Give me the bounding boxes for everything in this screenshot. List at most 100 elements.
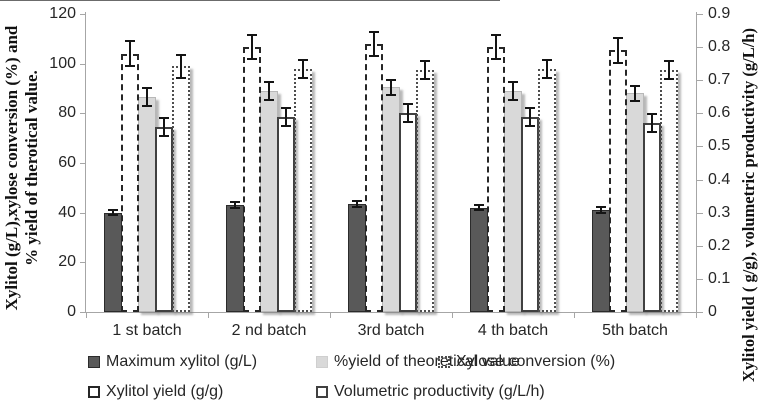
x-axis-tick	[574, 312, 575, 318]
left-axis-tick	[80, 63, 86, 65]
error-bar-line	[495, 33, 497, 61]
bar-solid-dark	[226, 205, 244, 312]
left-axis-tick	[80, 262, 86, 264]
figure-top-border-artifact	[0, 0, 500, 1]
bar-dotted-outline	[660, 69, 678, 312]
left-axis-tick-label: 100	[49, 54, 76, 72]
bar-solid-dark	[348, 203, 366, 312]
legend-label: Xylitol yield (g/g)	[106, 383, 224, 400]
left-axis-line	[85, 12, 86, 312]
bar-solid-outline	[155, 126, 173, 312]
error-bar	[525, 106, 535, 127]
error-bar-line	[651, 113, 653, 134]
left-axis-tick	[80, 163, 86, 164]
bar-solid-light	[138, 97, 156, 312]
bar-solid-outline	[277, 116, 295, 312]
right-axis-tick	[697, 278, 703, 280]
error-bar-line	[112, 208, 114, 217]
bar-dotted-outline	[416, 69, 434, 312]
error-bar	[264, 81, 274, 101]
error-bar	[230, 201, 240, 209]
legend-swatch-dashed-outline	[88, 386, 100, 398]
right-axis-tick-label: 0.2	[708, 236, 731, 254]
legend-item: %yield of theoretical value	[316, 353, 520, 371]
error-bar	[125, 40, 135, 67]
error-bar-line	[546, 58, 548, 79]
right-axis-tick	[697, 146, 703, 148]
error-bar	[108, 208, 118, 217]
legend-label: %yield of theoretical value	[334, 353, 520, 370]
right-axis-tick	[697, 245, 703, 247]
legend-label: Maximum xylitol (g/L)	[106, 353, 258, 370]
right-axis-tick-label: 0.4	[708, 170, 731, 188]
error-bar	[613, 37, 623, 64]
error-bar-line	[356, 200, 358, 208]
right-axis-tick	[697, 14, 703, 15]
x-axis-tick	[452, 312, 453, 318]
error-bar	[647, 113, 657, 134]
left-axis-tick	[80, 312, 86, 313]
bar-dashed-outline	[365, 43, 383, 312]
error-bar	[247, 33, 257, 61]
right-axis-tick-label: 0.8	[708, 38, 731, 56]
bar-solid-light	[260, 90, 278, 312]
error-bar-line	[634, 84, 636, 103]
x-tick-label: 4 th batch	[477, 322, 549, 339]
left-axis-tick-label: 60	[58, 154, 76, 171]
error-bar-line	[234, 201, 236, 209]
error-bar	[298, 58, 308, 79]
x-axis-tick	[86, 312, 87, 318]
error-bar	[403, 103, 413, 124]
legend-swatch-dotted-outline	[438, 356, 450, 368]
legend-label: Volumetric productivity (g/L/h)	[334, 383, 545, 400]
right-axis-tick-label: 0.7	[708, 71, 731, 89]
right-axis-tick	[697, 179, 703, 181]
right-axis-tick-label: 0.5	[708, 137, 731, 155]
bar-dotted-outline	[172, 66, 190, 312]
error-bar	[386, 78, 396, 96]
right-axis-tick	[697, 212, 703, 214]
left-axis-tick	[80, 212, 86, 214]
left-axis-title-line1: Xylitol (g/L),xylose conversion (%) and	[2, 25, 21, 311]
bar-dashed-outline	[121, 53, 139, 312]
x-axis-tick	[696, 312, 697, 318]
right-axis-title: Xylitol yield ( g/g), volumetric product…	[739, 28, 758, 382]
error-bar-line	[407, 103, 409, 124]
error-bar-line	[146, 87, 148, 108]
error-bar-line	[478, 203, 480, 212]
error-bar	[369, 30, 379, 58]
x-axis-line	[80, 312, 702, 313]
error-bar	[176, 53, 186, 79]
error-bar	[630, 84, 640, 103]
legend-item: Xylose conversion (%)	[438, 353, 615, 371]
error-bar-line	[373, 30, 375, 58]
left-axis-tick	[80, 113, 86, 115]
x-tick-label: 1 st batch	[112, 322, 182, 339]
error-bar-line	[668, 59, 670, 80]
error-bar-line	[285, 106, 287, 127]
right-axis-tick-label: 0	[708, 303, 717, 320]
legend-item: Maximum xylitol (g/L)	[88, 353, 257, 371]
error-bar-line	[251, 33, 253, 61]
x-axis-tick	[330, 312, 331, 318]
right-axis-line	[696, 12, 697, 312]
error-bar-line	[617, 37, 619, 64]
bar-dashed-outline	[243, 47, 261, 312]
right-axis-tick	[697, 47, 703, 49]
bar-dashed-outline	[609, 50, 627, 312]
error-bar-line	[302, 58, 304, 79]
legend-swatch-solid-outline	[316, 386, 328, 398]
right-axis-tick-label: 0.1	[708, 269, 731, 287]
bar-solid-light	[382, 87, 400, 312]
error-bar	[508, 81, 518, 101]
error-bar	[664, 59, 674, 80]
left-axis-tick	[80, 14, 86, 15]
left-axis-tick-label: 20	[58, 253, 76, 271]
x-axis-tick	[208, 312, 209, 318]
right-axis-tick-label: 0.3	[708, 203, 731, 221]
right-axis-tick	[697, 113, 703, 115]
legend-item: Volumetric productivity (g/L/h)	[316, 383, 545, 401]
bar-solid-outline	[643, 123, 661, 312]
bar-solid-outline	[399, 113, 417, 312]
